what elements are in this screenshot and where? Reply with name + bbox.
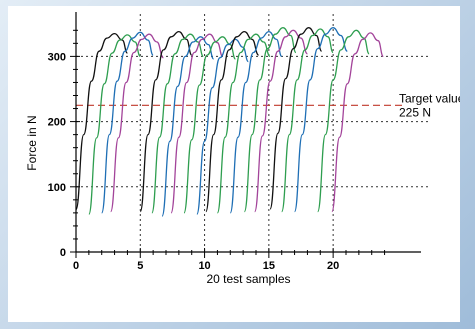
x-tick-label-0: 0 xyxy=(73,260,79,272)
axes-group: 0 100 200 300 0 5 10 15 20 xyxy=(48,12,421,272)
force-chart: 0 100 200 300 0 5 10 15 20 Target value 225 N 20… xyxy=(25,12,460,286)
series-line-14 xyxy=(243,27,297,213)
series-line-17 xyxy=(281,28,334,213)
series-line-19 xyxy=(317,29,370,213)
x-axis-title: 20 test samples xyxy=(206,272,290,286)
series-line-3 xyxy=(101,31,154,214)
series-group xyxy=(75,27,384,217)
series-line-6 xyxy=(151,33,204,214)
series-line-2 xyxy=(88,34,141,215)
x-tick-label-20: 20 xyxy=(327,260,339,272)
series-line-18 xyxy=(293,27,348,213)
target-label-line2: 225 N xyxy=(399,105,431,119)
y-tick-label-300: 300 xyxy=(48,51,66,63)
grid-lines xyxy=(76,14,431,252)
y-tick-label-200: 200 xyxy=(48,117,66,129)
y-tick-label-100: 100 xyxy=(48,182,66,194)
y-tick-label-0: 0 xyxy=(60,247,66,259)
series-line-16 xyxy=(269,27,323,210)
x-tick-label-10: 10 xyxy=(198,260,210,272)
series-line-20 xyxy=(331,32,384,213)
y-axis-title: Force in N xyxy=(25,115,39,170)
target-label-line1: Target value xyxy=(399,91,460,105)
series-line-13 xyxy=(229,30,283,214)
series-line-4 xyxy=(110,33,164,213)
series-line-15 xyxy=(254,29,308,213)
series-line-12 xyxy=(216,33,271,214)
series-line-8 xyxy=(170,33,223,214)
series-line-10 xyxy=(196,38,249,215)
chart-panel: 0 100 200 300 0 5 10 15 20 Target value 225 N 20… xyxy=(8,6,460,322)
series-line-7 xyxy=(161,36,214,217)
x-tick-label-15: 15 xyxy=(263,260,275,272)
x-tick-label-5: 5 xyxy=(137,260,143,272)
